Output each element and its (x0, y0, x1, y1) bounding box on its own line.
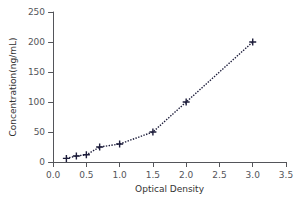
svg-text:100: 100 (28, 97, 45, 107)
svg-text:3.0: 3.0 (246, 170, 261, 180)
svg-text:250: 250 (28, 7, 45, 17)
svg-text:150: 150 (28, 67, 45, 77)
svg-text:50: 50 (34, 127, 46, 137)
svg-text:1.5: 1.5 (146, 170, 160, 180)
svg-text:0.5: 0.5 (79, 170, 93, 180)
svg-text:1.0: 1.0 (112, 170, 127, 180)
svg-text:0.0: 0.0 (46, 170, 61, 180)
svg-text:0: 0 (39, 157, 45, 167)
svg-text:2.0: 2.0 (179, 170, 194, 180)
svg-text:200: 200 (28, 37, 45, 47)
svg-text:Concentration(ng/mL): Concentration(ng/mL) (8, 38, 18, 137)
svg-text:Optical Density: Optical Density (135, 184, 205, 194)
svg-text:3.5: 3.5 (279, 170, 293, 180)
svg-text:2.5: 2.5 (212, 170, 226, 180)
